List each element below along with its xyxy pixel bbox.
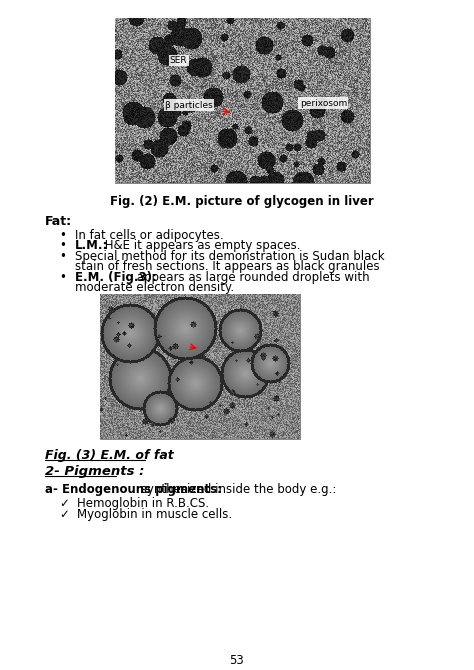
Text: H&E it appears as empty spaces.: H&E it appears as empty spaces. — [101, 239, 301, 253]
Text: SER: SER — [170, 56, 188, 65]
Text: Myoglobin in muscle cells.: Myoglobin in muscle cells. — [77, 508, 232, 521]
Text: a- Endogenouns pigments:: a- Endogenouns pigments: — [45, 483, 222, 496]
Text: 2- Pigments :: 2- Pigments : — [45, 465, 145, 478]
Text: Hemoglobin in R.B.CS.: Hemoglobin in R.B.CS. — [77, 497, 209, 510]
Text: β particles: β particles — [165, 100, 213, 110]
Text: L.M.:: L.M.: — [75, 239, 109, 253]
Text: •: • — [59, 228, 66, 241]
Text: Special method for its demonstration is Sudan black: Special method for its demonstration is … — [75, 251, 384, 263]
Text: •: • — [59, 251, 66, 263]
Text: Fat:: Fat: — [45, 214, 72, 228]
Text: •: • — [59, 239, 66, 253]
Text: perixosom: perixosom — [300, 98, 347, 108]
Text: E.M. (Fig.3):: E.M. (Fig.3): — [75, 271, 157, 284]
Text: ✓: ✓ — [59, 497, 69, 510]
Text: Fig. (2) E.M. picture of glycogen in liver: Fig. (2) E.M. picture of glycogen in liv… — [110, 194, 374, 208]
Text: •: • — [59, 271, 66, 284]
Bar — [100, 294, 300, 439]
Text: synthesized inside the body e.g.:: synthesized inside the body e.g.: — [137, 483, 336, 496]
Text: In fat cells or adipocytes.: In fat cells or adipocytes. — [75, 228, 224, 241]
Text: appears as large rounded droplets with: appears as large rounded droplets with — [133, 271, 370, 284]
Text: Fig. (3) E.M. of fat: Fig. (3) E.M. of fat — [45, 449, 173, 462]
Text: stain of fresh sections. It appears as black granules: stain of fresh sections. It appears as b… — [75, 261, 380, 273]
Text: moderate electron density.: moderate electron density. — [75, 281, 234, 294]
Text: 53: 53 — [229, 653, 244, 667]
Text: ✓: ✓ — [59, 508, 69, 521]
Bar — [115, 18, 370, 183]
